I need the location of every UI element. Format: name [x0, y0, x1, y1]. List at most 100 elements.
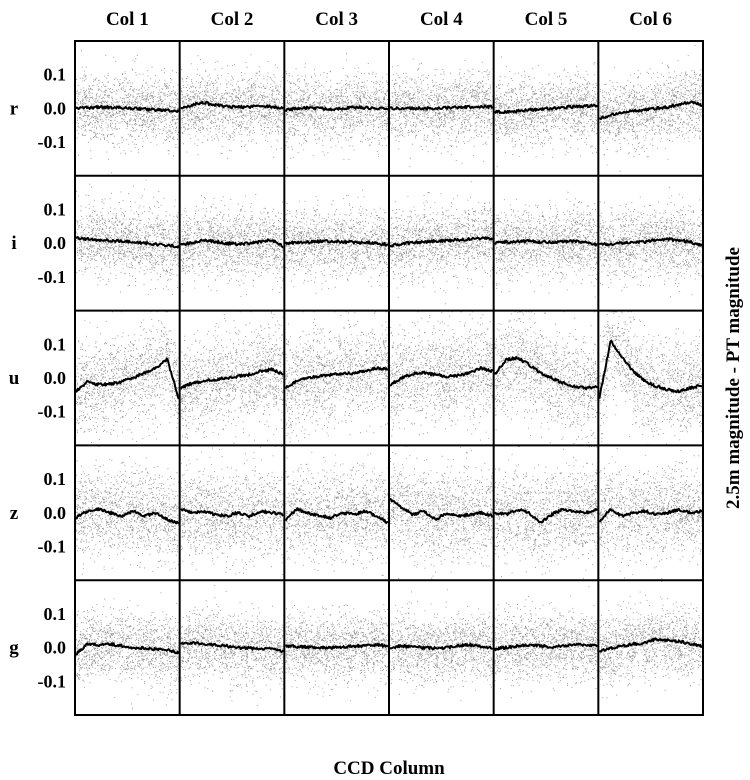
trend-line-r-2 — [180, 100, 285, 110]
panel-frames-layer — [74, 40, 704, 716]
column-label-6: Col 6 — [629, 9, 672, 30]
scatter-point — [181, 194, 285, 297]
trend-line-r-6 — [599, 100, 703, 121]
y-tick-label: 0.0 — [44, 233, 67, 253]
trend-lines-layer — [75, 100, 703, 656]
scatter-points-g-5 — [494, 586, 599, 699]
scatter-points-r-3 — [285, 53, 389, 169]
scatter-point — [285, 311, 389, 446]
scatter-points-g-3 — [285, 604, 389, 702]
trend-line-z-3 — [284, 507, 389, 524]
trend-line-i-6 — [598, 237, 703, 247]
y-tick-label: -0.1 — [38, 132, 67, 152]
trend-line-u-1 — [75, 357, 180, 400]
x-axis-label: CCD Column — [333, 758, 445, 779]
scatter-point — [494, 586, 599, 699]
y-tick-label: -0.1 — [38, 671, 67, 691]
scatter-points-z-4 — [390, 446, 494, 581]
y-tick-label: 0.1 — [44, 604, 67, 624]
scatter-point — [76, 592, 180, 716]
y-tick-label: 0.1 — [44, 65, 67, 85]
trend-line-i-3 — [284, 239, 389, 247]
trend-line-i-1 — [75, 236, 180, 249]
trend-line-g-2 — [180, 641, 285, 653]
scatter-points-u-3 — [285, 311, 389, 446]
scatter-points-r-4 — [390, 58, 494, 168]
trend-line-z-2 — [180, 508, 284, 519]
y-tick-label: 0.1 — [44, 469, 67, 489]
trend-line-g-4 — [389, 642, 493, 651]
y-tick-label: 0.1 — [44, 334, 67, 354]
y-tick-label: -0.1 — [38, 537, 67, 557]
row-label-r: r — [10, 98, 19, 119]
scatter-points-i-5 — [494, 191, 599, 298]
y-tick-label: 0.0 — [44, 503, 67, 523]
scatter-point — [390, 311, 494, 446]
y-tick-label: 0.0 — [44, 98, 67, 118]
y-tick-label: 0.0 — [44, 638, 67, 658]
scatter-point — [285, 189, 389, 294]
trend-line-i-5 — [493, 238, 598, 247]
scatter-points-i-1 — [76, 179, 180, 296]
scatter-point — [390, 446, 494, 581]
trend-line-z-4 — [389, 497, 494, 521]
y-tick-label: -0.1 — [38, 267, 67, 287]
scatter-point — [285, 451, 389, 581]
scatter-points-g-1 — [76, 592, 180, 716]
trend-line-g-3 — [285, 642, 389, 650]
y-tick-label: -0.1 — [38, 402, 67, 422]
trend-line-u-6 — [598, 339, 703, 399]
y-axis-label: 2.5m magnitude - PT magnitude — [723, 247, 744, 509]
column-label-5: Col 5 — [525, 9, 568, 30]
scatter-points-u-6 — [599, 310, 703, 446]
scatter-points-z-1 — [76, 446, 180, 581]
scatter-point — [76, 179, 180, 296]
scatter-point — [599, 310, 703, 446]
scatter-point — [285, 604, 389, 702]
row-label-i: i — [11, 233, 16, 254]
trend-line-i-4 — [389, 236, 494, 248]
scatter-points-i-6 — [599, 187, 703, 298]
scatter-point — [494, 191, 599, 298]
trend-line-r-3 — [284, 105, 389, 112]
y-tick-label: 0.1 — [44, 200, 67, 220]
scatter-points-z-3 — [285, 451, 389, 581]
scatter-point — [285, 53, 389, 169]
trend-line-r-1 — [75, 104, 180, 113]
column-label-3: Col 3 — [315, 9, 358, 30]
scatter-point — [180, 585, 285, 706]
scatter-point — [390, 58, 494, 168]
trend-line-z-6 — [598, 507, 703, 523]
scatter-point — [76, 50, 180, 176]
trend-line-g-6 — [598, 637, 703, 653]
trend-line-i-2 — [179, 238, 284, 249]
row-label-z: z — [10, 503, 19, 524]
scatter-points-u-5 — [494, 310, 599, 446]
scatter-point — [76, 446, 180, 581]
trend-line-z-1 — [75, 507, 180, 525]
scatter-points-i-3 — [285, 189, 389, 294]
trend-line-z-5 — [493, 507, 599, 524]
row-label-u: u — [9, 368, 20, 389]
trend-line-u-2 — [179, 367, 284, 390]
trend-line-g-5 — [493, 642, 599, 652]
scatter-points-u-4 — [390, 311, 494, 446]
y-tick-label: 0.0 — [44, 368, 67, 388]
column-label-1: Col 1 — [106, 9, 149, 30]
trend-line-u-4 — [389, 366, 494, 387]
scatter-points-i-2 — [181, 194, 285, 297]
trend-line-u-5 — [493, 356, 599, 391]
row-label-g: g — [9, 638, 19, 659]
scatter-points-g-2 — [180, 585, 285, 706]
column-label-4: Col 4 — [420, 9, 463, 30]
trend-line-r-5 — [493, 103, 599, 115]
labels-layer: r 0.1 0.0 -0.1 i 0.1 0.0 -0.1 u 0.1 0.0 -0.1 z 0.1 0.0… — [9, 9, 672, 691]
scatter-points-r-1 — [76, 50, 180, 176]
column-label-2: Col 2 — [211, 9, 254, 30]
trend-line-g-1 — [75, 642, 180, 656]
scatter-point — [494, 310, 599, 446]
trend-line-r-4 — [389, 104, 494, 111]
trend-line-u-3 — [284, 366, 389, 390]
scatter-point — [599, 187, 703, 298]
